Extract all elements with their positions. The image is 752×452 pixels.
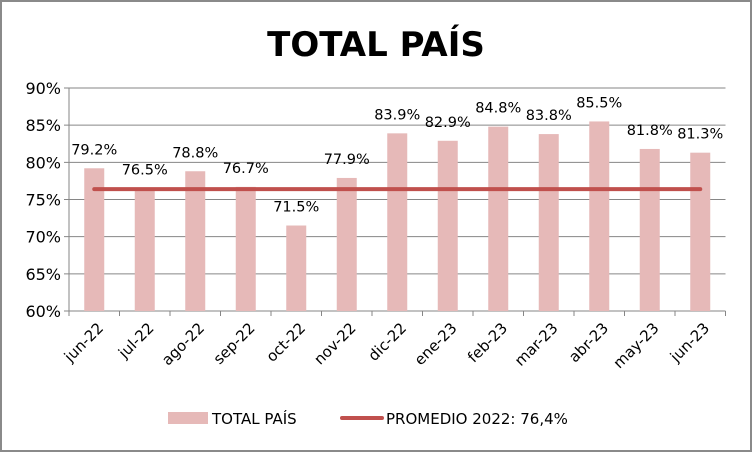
data-label: 79.2% xyxy=(71,142,117,158)
x-tick-label: jul-22 xyxy=(114,319,157,362)
y-tick-label: 80% xyxy=(25,153,61,172)
bar xyxy=(185,171,206,311)
x-tick-label: ene-23 xyxy=(411,319,461,369)
bar xyxy=(235,186,256,311)
x-tick-label: ago-22 xyxy=(158,319,208,369)
bar xyxy=(639,148,660,311)
y-tick-label: 75% xyxy=(25,191,61,210)
data-label: 82.9% xyxy=(425,115,471,131)
x-tick-label: may-23 xyxy=(610,319,663,372)
data-label: 81.3% xyxy=(677,127,723,143)
data-label: 77.9% xyxy=(324,152,370,168)
bar xyxy=(589,121,610,311)
x-tick-label: dic-22 xyxy=(365,319,411,365)
x-tick-label: nov-22 xyxy=(310,319,359,368)
bar xyxy=(690,152,711,311)
bar xyxy=(538,134,559,311)
y-tick-label: 90% xyxy=(25,79,61,98)
bar xyxy=(437,140,458,311)
data-label: 84.8% xyxy=(475,101,521,117)
x-tick-label: feb-23 xyxy=(464,319,511,366)
x-tick-label: jun-22 xyxy=(60,319,107,366)
x-tick-label: abr-23 xyxy=(565,319,612,366)
x-tick-label: sep-22 xyxy=(210,319,259,368)
bar xyxy=(84,168,105,311)
y-tick-label: 60% xyxy=(25,302,61,321)
bar xyxy=(488,126,509,311)
bar xyxy=(336,177,357,311)
x-tick-label: mar-23 xyxy=(511,319,562,370)
legend-label-line: PROMEDIO 2022: 76,4% xyxy=(386,410,568,428)
chart-title: TOTAL PAÍS xyxy=(267,24,485,65)
bar xyxy=(286,225,307,311)
data-label: 83.8% xyxy=(526,108,572,124)
y-tick-label: 85% xyxy=(25,116,61,135)
y-tick-label: 65% xyxy=(25,265,61,284)
x-tick-label: oct-22 xyxy=(263,319,310,366)
data-label: 85.5% xyxy=(576,95,622,111)
data-label: 81.8% xyxy=(627,123,673,139)
legend: TOTAL PAÍS PROMEDIO 2022: 76,4% xyxy=(168,409,568,428)
data-label: 76.5% xyxy=(122,162,168,178)
legend-label-bar: TOTAL PAÍS xyxy=(211,409,297,428)
data-label: 83.9% xyxy=(374,107,420,123)
x-tick-label: jun-23 xyxy=(666,319,713,366)
legend-swatch-bar xyxy=(168,412,208,424)
bar xyxy=(387,133,408,311)
data-label: 76.7% xyxy=(223,161,269,177)
y-tick-label: 70% xyxy=(25,228,61,247)
data-label: 71.5% xyxy=(273,200,319,216)
bar xyxy=(134,188,155,311)
data-label: 78.8% xyxy=(172,145,218,161)
